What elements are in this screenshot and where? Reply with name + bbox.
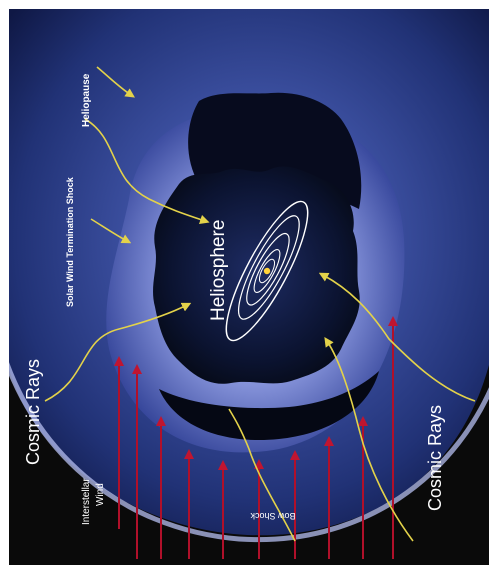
label-bow-shock: Bow Shock [250, 511, 296, 521]
label-cosmic-rays-right: Cosmic Rays [425, 405, 445, 511]
label-interstellar-wind-line2: Wind [95, 483, 106, 506]
label-interstellar-wind-line1: Interstellar [81, 478, 92, 525]
diagram-frame: Heliopause Solar Wind Termination Shock … [9, 9, 489, 565]
heliosphere-cavity [153, 166, 360, 383]
label-cosmic-rays-left: Cosmic Rays [23, 359, 43, 465]
label-termination-shock: Solar Wind Termination Shock [65, 176, 75, 307]
heliosphere-diagram: Heliopause Solar Wind Termination Shock … [9, 9, 489, 565]
label-heliopause: Heliopause [81, 73, 92, 127]
label-heliosphere: Heliosphere [208, 220, 229, 321]
